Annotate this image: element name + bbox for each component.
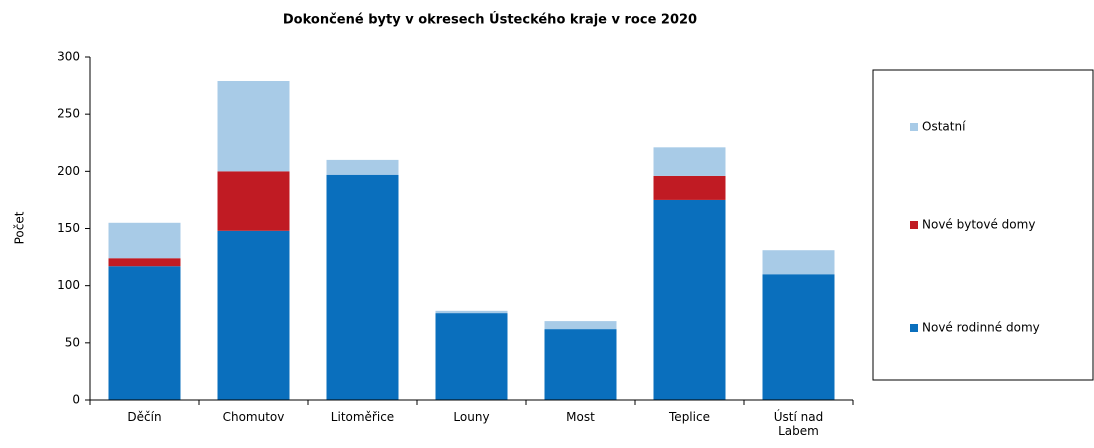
x-tick-label: Most bbox=[566, 410, 595, 424]
bar-segment bbox=[762, 250, 835, 275]
chart-title: Dokončené byty v okresech Ústeckého kraj… bbox=[283, 12, 697, 28]
y-axis-label: Počet bbox=[13, 211, 27, 244]
x-tick-label: Ústí nad Labem bbox=[773, 410, 824, 438]
x-tick-label: Litoměřice bbox=[330, 410, 395, 424]
x-tick-label: Louny bbox=[453, 410, 490, 424]
bar-segment bbox=[108, 258, 181, 267]
bar-segment bbox=[653, 175, 726, 200]
bar-segment bbox=[435, 310, 508, 314]
bar-segment bbox=[217, 171, 290, 231]
x-tick-label: Děčín bbox=[127, 410, 162, 424]
legend-label: Ostatní bbox=[922, 120, 966, 134]
legend-box bbox=[872, 69, 1094, 381]
bar-segment bbox=[108, 266, 181, 400]
legend-label: Nové bytové domy bbox=[922, 218, 1035, 232]
y-tick-label: 100 bbox=[57, 278, 80, 292]
bar-segment bbox=[217, 81, 290, 172]
y-tick-label: 200 bbox=[57, 164, 80, 178]
legend-swatch bbox=[910, 123, 918, 131]
y-tick-label: 0 bbox=[72, 393, 80, 407]
bar-segment bbox=[326, 174, 399, 400]
legend-swatch bbox=[910, 221, 918, 229]
y-tick-label: 50 bbox=[65, 335, 80, 349]
bar-segment bbox=[762, 274, 835, 400]
bar-segment bbox=[544, 321, 617, 330]
bar-segment bbox=[108, 222, 181, 259]
bar-segment bbox=[435, 313, 508, 400]
bar-segment bbox=[326, 159, 399, 175]
y-tick-label: 300 bbox=[57, 50, 80, 64]
y-tick-label: 250 bbox=[57, 107, 80, 121]
legend-label: Nové rodinné domy bbox=[922, 321, 1040, 335]
x-tick-label: Chomutov bbox=[222, 410, 285, 424]
legend-swatch bbox=[910, 324, 918, 332]
x-tick-label: Teplice bbox=[669, 410, 710, 424]
y-tick-label: 150 bbox=[57, 221, 80, 235]
bar-segment bbox=[544, 329, 617, 400]
bar-segment bbox=[653, 147, 726, 176]
bar-segment bbox=[217, 230, 290, 400]
bar-segment bbox=[653, 199, 726, 400]
